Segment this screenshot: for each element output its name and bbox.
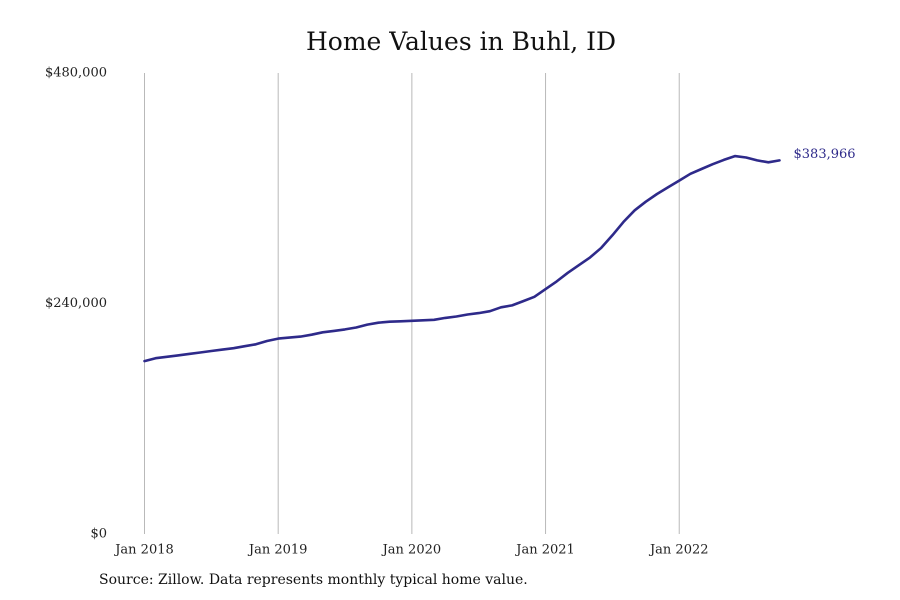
y-tick-label: $0 [90,527,107,542]
x-tick-label: Jan 2018 [113,543,174,558]
data-point [433,319,436,322]
data-point [767,161,770,164]
data-point [166,356,169,359]
gridlines [144,73,680,534]
data-point [567,272,570,275]
data-point [477,312,480,315]
data-point [667,186,670,189]
data-point [622,221,625,224]
x-tick-label: Jan 2022 [648,543,709,558]
y-axis: $0 $240,000 $480,000 [45,66,107,542]
data-point [489,310,492,313]
data-point [154,357,157,360]
data-point [411,320,414,323]
data-point [399,320,402,323]
data-point [734,155,737,158]
x-axis: Jan 2018 Jan 2019 Jan 2020 Jan 2021 Jan 2022 [113,543,708,558]
data-point [422,319,425,322]
chart-title: Home Values in Buhl, ID [305,27,617,56]
data-point [533,296,536,299]
x-tick-label: Jan 2019 [247,543,308,558]
data-point [377,321,380,324]
data-point [310,333,313,336]
data-point [700,168,703,171]
data-point [366,323,369,326]
data-point [756,159,759,162]
data-point [266,340,269,343]
data-point [689,173,692,176]
data-point [333,330,336,333]
data-point [388,320,391,323]
data-point [444,317,447,320]
x-tick-label: Jan 2021 [514,543,575,558]
data-point [511,304,514,307]
data-point [578,264,581,267]
data-point [589,256,592,259]
data-point [611,234,614,237]
data-point [355,326,358,329]
data-point [544,288,547,291]
y-tick-label: $240,000 [45,296,107,311]
data-point [645,200,648,203]
data-point [778,159,781,162]
data-point [255,343,258,346]
data-point [745,156,748,159]
source-note: Source: Zillow. Data represents monthly … [99,572,528,588]
data-point [711,163,714,166]
data-point [466,313,469,316]
data-point [232,347,235,350]
data-point [199,351,202,354]
data-point [221,348,224,351]
data-point [188,353,191,356]
series-layer: $383,966 [143,147,856,363]
data-point [678,179,681,182]
series-line [143,154,781,363]
data-point [299,335,302,338]
data-point [177,354,180,357]
data-point [656,193,659,196]
data-point [600,247,603,250]
data-point [555,280,558,283]
data-point [633,209,636,212]
data-point [288,336,291,339]
data-point [210,350,213,353]
data-point [244,345,247,348]
data-point [321,331,324,334]
data-point [723,159,726,162]
data-point [143,360,146,363]
data-point [277,337,280,340]
data-point [455,315,458,318]
x-tick-label: Jan 2020 [381,543,442,558]
data-point [500,306,503,309]
y-tick-label: $480,000 [45,66,107,81]
end-value-label: $383,966 [794,147,856,162]
data-point [522,300,525,303]
data-point [344,328,347,331]
